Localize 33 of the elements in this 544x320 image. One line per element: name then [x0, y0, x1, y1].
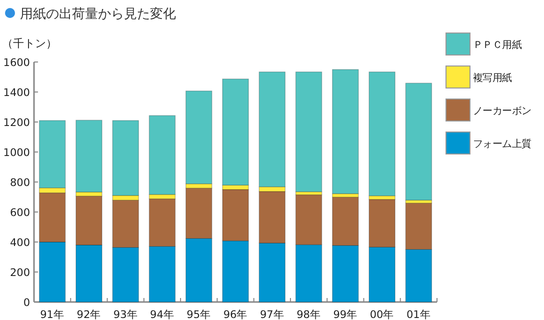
y-tick-label: 400	[10, 237, 30, 249]
legend-label: 複写用紙	[473, 72, 512, 84]
legend-label: ノーカーボン	[473, 106, 532, 117]
x-tick-label: 01年	[406, 309, 431, 320]
y-axis-title: （千トン）	[2, 37, 57, 50]
y-tick-label: 1200	[3, 117, 30, 129]
legend-label: フォーム上質	[473, 138, 532, 150]
y-tick-label: 1600	[3, 57, 30, 69]
x-tick-label: 98年	[296, 309, 321, 320]
legend-label: ＰＰＣ用紙	[473, 39, 522, 51]
x-tick-label: 91年	[40, 309, 65, 320]
x-tick-label: 99年	[333, 309, 358, 320]
y-tick-label: 800	[10, 177, 30, 189]
bar	[368, 72, 396, 196]
x-tick-label: 92年	[76, 309, 102, 320]
y-tick-label: 0	[23, 297, 30, 309]
bar	[295, 72, 322, 192]
bar	[186, 90, 212, 184]
y-tick-label: 200	[10, 267, 30, 279]
y-tick-label: 1400	[3, 87, 30, 99]
y-tick-label: 1000	[3, 147, 30, 159]
x-tick-label: 95年	[186, 309, 212, 320]
y-tick-label: 600	[10, 207, 30, 219]
bar	[405, 82, 432, 200]
x-tick-label: 94年	[150, 309, 174, 320]
bar	[148, 115, 176, 195]
x-tick-label: 96年	[223, 309, 248, 320]
x-tick-label: 93年	[113, 309, 138, 320]
chart-title: 用紙の出荷量から見た変化	[20, 6, 176, 22]
bar	[332, 69, 359, 194]
x-tick-label: 00年	[370, 309, 394, 320]
bar	[76, 120, 102, 192]
x-tick-label: 97年	[260, 309, 284, 320]
